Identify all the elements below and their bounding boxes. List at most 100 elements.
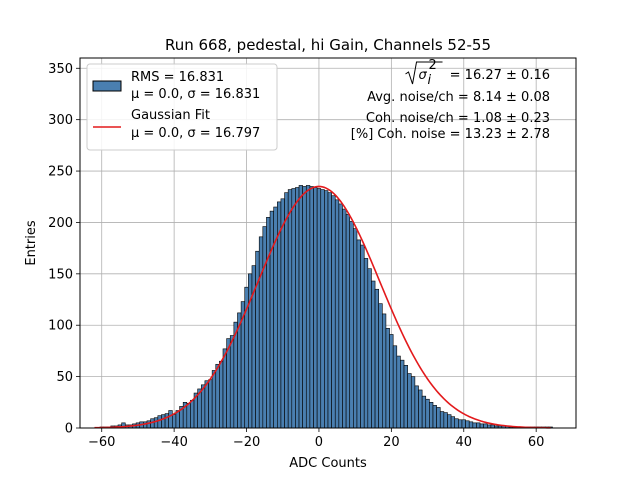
histogram-bar <box>479 423 484 429</box>
histogram-bar <box>222 348 227 429</box>
histogram-bar <box>432 405 437 429</box>
histogram-bar <box>284 192 289 429</box>
histogram-bar <box>229 335 235 429</box>
histogram-bar <box>280 198 285 429</box>
annotation-sigma-superscript: 2 <box>429 58 437 73</box>
histogram-bar <box>204 380 209 429</box>
histogram-bar <box>389 334 394 429</box>
histogram-bar <box>211 370 217 429</box>
y-axis-label: Entries <box>24 220 39 266</box>
histogram-bar <box>305 185 311 429</box>
histogram-bar <box>157 415 162 429</box>
histogram-bar <box>468 421 474 429</box>
histogram-bar <box>374 288 379 429</box>
y-tick-label: 200 <box>48 216 73 231</box>
histogram-bar <box>316 188 322 429</box>
histogram-bar <box>342 208 347 429</box>
histogram-bar <box>425 398 430 429</box>
histogram-bar <box>378 303 383 429</box>
histogram-bar <box>334 199 340 429</box>
y-tick-label: 100 <box>48 319 73 334</box>
legend-histogram-stats: μ = 0.0, σ = 16.831 <box>131 87 260 102</box>
x-tick-label: −60 <box>88 435 115 450</box>
histogram-bar <box>367 268 372 429</box>
annotation-sigma: σ 2 i = 16.27 ± 0.16 <box>405 58 550 88</box>
histogram-bar <box>436 407 441 429</box>
y-axis-ticks: 0 50 100 150 200 250 300 350 <box>48 62 80 437</box>
histogram-bar <box>443 412 448 429</box>
histogram-bar <box>269 210 274 429</box>
x-tick-label: 20 <box>383 435 400 450</box>
histogram-bar <box>461 419 466 429</box>
histogram-bar <box>421 395 427 429</box>
histogram-bar <box>258 236 264 429</box>
histogram-bar <box>465 420 470 429</box>
histogram-bar <box>298 185 303 429</box>
histogram-bar <box>164 413 170 429</box>
legend-fit-stats: μ = 0.0, σ = 16.797 <box>131 126 260 141</box>
y-tick-label: 0 <box>65 422 73 437</box>
histogram-bar <box>338 203 343 429</box>
histogram-bar <box>483 423 488 429</box>
legend-fit-label: Gaussian Fit <box>131 108 210 123</box>
histogram-bar <box>472 422 477 429</box>
histogram-bar <box>353 228 358 429</box>
histogram-bar <box>186 403 191 429</box>
histogram-bar <box>153 417 159 429</box>
histogram-bar <box>190 399 195 429</box>
histogram-bar <box>309 186 314 429</box>
histogram-bar <box>418 389 423 429</box>
annotation-sigma-subscript: i <box>428 73 432 88</box>
legend-histogram-swatch <box>92 80 122 92</box>
x-tick-label: 40 <box>455 435 472 450</box>
histogram-bar <box>172 414 177 429</box>
histogram-bar <box>396 355 401 429</box>
histogram-bar <box>407 373 412 429</box>
annotation-avg-noise: Avg. noise/ch = 8.14 ± 0.08 <box>367 90 550 105</box>
histogram-bar <box>410 376 416 429</box>
plot-frame <box>79 57 577 429</box>
annotation-coh-noise: Coh. noise/ch = 1.08 ± 0.23 <box>366 111 550 126</box>
histogram-bar <box>454 418 459 429</box>
histogram-bar <box>371 280 376 429</box>
histogram-bar <box>295 187 300 429</box>
histogram-bar <box>219 360 224 429</box>
histogram-bar <box>385 328 390 429</box>
x-tick-label: −20 <box>233 435 260 450</box>
histogram-bar <box>161 414 166 429</box>
histogram-bar <box>356 239 361 429</box>
histogram-bar <box>233 321 238 429</box>
histogram-bar <box>291 188 296 429</box>
histogram-bar <box>447 414 452 429</box>
histogram-bar <box>382 313 387 429</box>
histogram-bar <box>439 411 445 429</box>
histogram-bar <box>392 345 398 429</box>
histogram-bars <box>99 185 553 429</box>
x-tick-label: −40 <box>160 435 187 450</box>
noise-annotations: σ 2 i = 16.27 ± 0.16 Avg. noise/ch = 8.1… <box>351 58 550 142</box>
histogram-bar <box>345 213 351 429</box>
y-tick-label: 300 <box>48 113 73 128</box>
histogram-bar <box>429 402 434 429</box>
y-tick-label: 150 <box>48 267 73 282</box>
histogram-bar <box>458 419 463 429</box>
histogram-bar <box>476 422 481 429</box>
histogram-bar <box>327 192 332 429</box>
histogram-bar <box>324 190 329 429</box>
annotation-sigma-symbol: σ <box>419 68 428 83</box>
y-tick-label: 250 <box>48 165 73 180</box>
histogram-bar <box>262 226 267 429</box>
histogram-bar <box>313 187 318 429</box>
y-tick-label: 350 <box>48 62 73 77</box>
legend: RMS = 16.831 μ = 0.0, σ = 16.831 Gaussia… <box>86 63 278 151</box>
sqrt-symbol <box>405 61 443 85</box>
histogram-bar <box>331 195 336 429</box>
histogram-bar <box>403 365 408 429</box>
histogram-bar <box>414 385 419 429</box>
x-tick-label: 0 <box>315 435 323 450</box>
chart-title: Run 668, pedestal, hi Gain, Channels 52-… <box>165 36 491 54</box>
legend-histogram-label: RMS = 16.831 <box>131 70 224 85</box>
histogram-bar <box>363 258 369 429</box>
x-tick-label: 60 <box>528 435 545 450</box>
x-axis-label: ADC Counts <box>289 456 367 471</box>
